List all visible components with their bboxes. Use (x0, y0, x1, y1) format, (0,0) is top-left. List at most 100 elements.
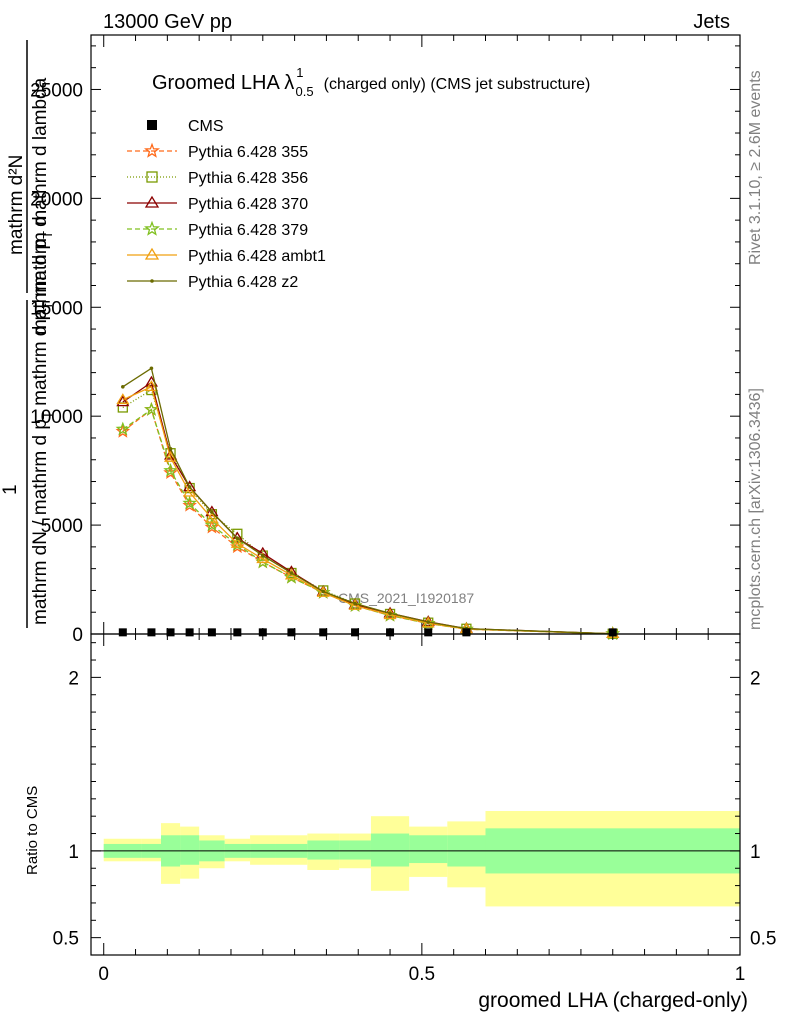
ylabel-line2: mathrm d pT mathrm d lambda (30, 77, 55, 335)
series-marker (235, 536, 240, 540)
legend: CMS Pythia 6.428 355 Pythia 6.428 356 Pythi… (127, 118, 326, 291)
series-marker (183, 485, 197, 497)
series-marker (149, 366, 154, 371)
ratio-frame (90, 633, 741, 956)
stat-uncertainty-band (409, 835, 448, 864)
legend-label: Pythia 6.428 379 (188, 222, 308, 239)
analysis-watermark: CMS_2021_I1920187 (338, 590, 474, 606)
series-marker (182, 495, 197, 510)
x-tick-label: 0 (98, 964, 109, 985)
data-point (287, 628, 296, 637)
series-marker (115, 421, 131, 436)
ratio-plot: 0 0.5 10.5 0.51 12 2 (53, 633, 776, 985)
y-tick-label: 0 (72, 625, 83, 646)
ratio-y-tick-label-right: 2 (750, 668, 761, 689)
data-point (166, 628, 175, 637)
stat-uncertainty-band (370, 833, 410, 867)
series-marker (115, 423, 131, 438)
legend-marker (144, 195, 160, 208)
data-point (462, 628, 471, 637)
data-point (118, 628, 127, 637)
data-point (608, 628, 617, 637)
x-axis-label: groomed LHA (charged-only) (478, 989, 748, 1012)
series-marker (187, 485, 192, 489)
series-marker (205, 505, 219, 517)
mcplots-label: mcplots.cern.ch [arXiv:1306.3436] (747, 388, 764, 630)
legend-item: CMS (147, 118, 224, 135)
legend-marker (150, 279, 154, 283)
plot-title: Groomed LHA λ 1 0.5 (charged only) (CMS jet… (152, 65, 590, 99)
series-marker (205, 511, 219, 523)
series-marker (168, 447, 173, 451)
ylabel-line3: mathrm dN / mathrm d pT mathrm d pT math… (30, 216, 55, 625)
legend-marker (144, 142, 160, 158)
series-marker (163, 462, 178, 477)
series-marker (204, 519, 220, 534)
legend-item: Pythia 6.428 355 (127, 142, 308, 161)
x-tick-label: 1 (735, 964, 746, 985)
y-tick-label: 25000 (30, 80, 83, 101)
series-marker (289, 571, 294, 575)
legend-label: Pythia 6.428 ambt1 (188, 248, 326, 265)
data-point (185, 628, 194, 637)
stat-uncertainty-band (307, 840, 340, 860)
series-marker (260, 553, 265, 558)
series-marker (230, 536, 244, 548)
series-marker (144, 401, 159, 416)
series-marker (116, 395, 130, 407)
series-marker (353, 601, 357, 606)
y-tick-label: 5000 (41, 516, 83, 537)
legend-label: Pythia 6.428 356 (188, 170, 308, 187)
stat-uncertainty-band (180, 835, 200, 865)
data-point (147, 628, 156, 637)
legend-label: Pythia 6.428 370 (188, 196, 308, 213)
series-marker (183, 480, 197, 492)
series-marker (163, 465, 178, 479)
y-tick-label: 20000 (30, 189, 83, 210)
legend-marker (144, 247, 160, 260)
legend-item: Pythia 6.428 370 (127, 195, 308, 213)
ylabel-fraction-numerator: 1 (0, 484, 21, 495)
ratio-y-tick-label: 1 (68, 842, 79, 863)
ratio-y-tick-label-right: 0.5 (750, 929, 776, 950)
series-marker (182, 497, 197, 512)
data-point (319, 628, 328, 637)
ratio-y-axis-label: Ratio to CMS (24, 786, 41, 875)
legend-label: Pythia 6.428 355 (188, 144, 308, 161)
ratio-y-tick-label: 2 (68, 668, 79, 689)
series-marker (116, 393, 130, 405)
legend-marker (147, 120, 157, 130)
series-line (122, 385, 613, 635)
series-marker (163, 450, 178, 462)
main-plot: 0 5000 10000 15000 20000 25000 (30, 34, 741, 646)
data-point (258, 628, 267, 637)
series-marker (321, 589, 326, 594)
data-point (207, 628, 216, 637)
ylabel-line1: mathrm d²N (6, 155, 27, 255)
legend-marker (146, 171, 158, 183)
series-marker (316, 585, 330, 597)
series-line (122, 367, 613, 635)
series-marker (121, 384, 125, 389)
data-point (424, 628, 433, 637)
stat-uncertainty-band (339, 840, 371, 860)
series-marker (426, 620, 431, 624)
legend-label: Pythia 6.428 z2 (188, 274, 298, 291)
data-point (386, 628, 395, 637)
collision-label: 13000 GeV pp (103, 11, 232, 33)
series-marker (388, 611, 392, 616)
legend-marker (144, 220, 160, 236)
jets-label: Jets (693, 11, 730, 33)
x-tick-label: 0.5 (409, 964, 435, 985)
y-tick-label: 10000 (30, 407, 83, 428)
legend-item: Pythia 6.428 ambt1 (127, 247, 326, 265)
ratio-y-tick-label-right: 1 (750, 842, 761, 863)
rivet-label: Rivet 3.1.10, ≥ 2.6M events (747, 70, 764, 265)
data-point (351, 628, 360, 637)
main-y-axis-label: mathrm d²N mathrm d pT mathrm d lambda 1… (0, 40, 55, 628)
series-marker (210, 510, 214, 514)
legend-label: CMS (188, 118, 224, 135)
legend-item: Pythia 6.428 356 (127, 170, 308, 187)
data-point (233, 628, 242, 637)
